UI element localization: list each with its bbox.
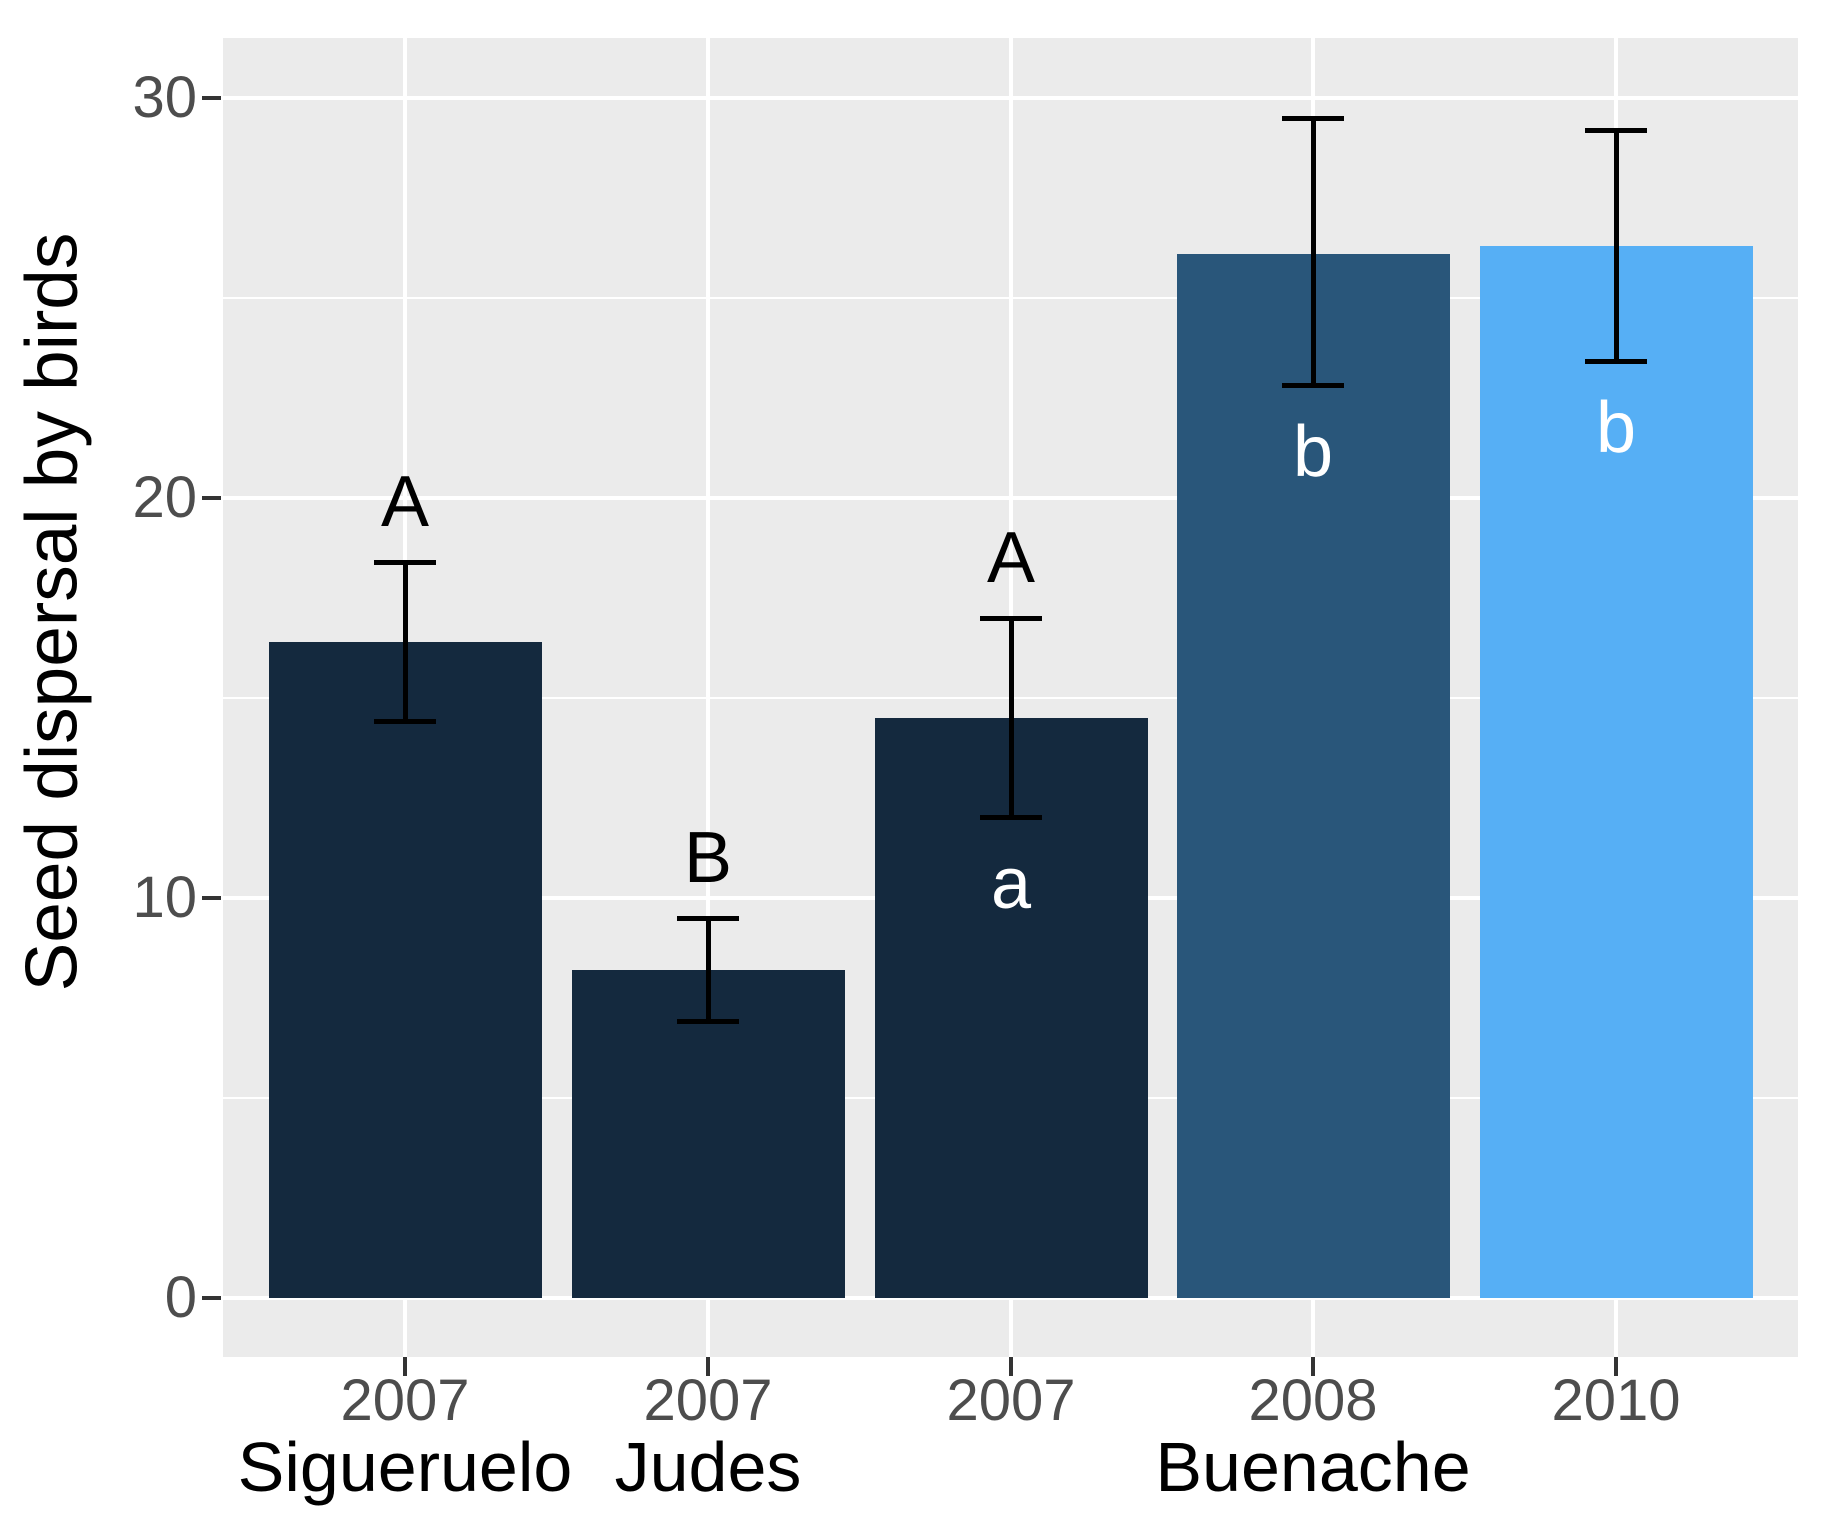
sig-letter-above-judes-2007: B	[683, 818, 733, 898]
bar-judes-2007	[571, 970, 845, 1298]
error-bar-line-sigueruelo-2007	[402, 562, 408, 722]
bar-buenache-2008	[1176, 254, 1450, 1298]
sig-letter-inside-buenache-2010: b	[1595, 388, 1637, 468]
error-bar-line-buenache-2007	[1008, 618, 1014, 818]
group-label-buenache: Buenache	[1155, 1428, 1471, 1506]
x-tick-label-0: 2007	[340, 1368, 470, 1433]
x-tick-label-1: 2007	[643, 1368, 773, 1433]
error-bar-cap-top-buenache-2007	[980, 616, 1042, 621]
x-tick-2	[1009, 1357, 1013, 1376]
error-bar-cap-bottom-judes-2007	[677, 1019, 739, 1024]
error-bar-cap-bottom-buenache-2010	[1585, 359, 1647, 364]
error-bar-cap-bottom-buenache-2007	[980, 815, 1042, 820]
group-label-judes: Judes	[614, 1428, 802, 1506]
error-bar-line-buenache-2008	[1310, 118, 1316, 386]
group-label-sigueruelo: Sigueruelo	[237, 1428, 573, 1506]
x-tick-4	[1614, 1357, 1618, 1376]
sig-letter-above-sigueruelo-2007: A	[380, 462, 430, 542]
sig-letter-inside-buenache-2007: a	[990, 844, 1032, 924]
y-tick-10	[202, 896, 221, 900]
sig-letter-inside-buenache-2008: b	[1292, 412, 1334, 492]
error-bar-cap-bottom-buenache-2008	[1282, 383, 1344, 388]
error-bar-line-buenache-2010	[1613, 130, 1619, 362]
x-tick-label-4: 2010	[1551, 1368, 1681, 1433]
y-tick-label-20: 20	[132, 465, 197, 530]
bar-sigueruelo-2007	[268, 642, 542, 1298]
error-bar-cap-top-buenache-2008	[1282, 116, 1344, 121]
sig-letter-above-buenache-2007: A	[986, 518, 1036, 598]
error-bar-line-judes-2007	[705, 918, 711, 1022]
x-tick-label-2: 2007	[946, 1368, 1076, 1433]
y-tick-0	[202, 1296, 221, 1300]
x-tick-label-3: 2008	[1248, 1368, 1378, 1433]
bar-buenache-2010	[1479, 246, 1753, 1298]
x-tick-3	[1311, 1357, 1315, 1376]
y-tick-label-0: 0	[164, 1265, 197, 1330]
gridline-major-x-1	[706, 38, 710, 1357]
error-bar-cap-top-judes-2007	[677, 916, 739, 921]
y-tick-label-30: 30	[132, 65, 197, 130]
y-tick-label-10: 10	[132, 865, 197, 930]
y-tick-20	[202, 496, 221, 500]
y-tick-30	[202, 96, 221, 100]
error-bar-cap-top-buenache-2010	[1585, 128, 1647, 133]
error-bar-cap-top-sigueruelo-2007	[374, 560, 436, 565]
x-tick-1	[706, 1357, 710, 1376]
x-tick-0	[403, 1357, 407, 1376]
error-bar-cap-bottom-sigueruelo-2007	[374, 719, 436, 724]
